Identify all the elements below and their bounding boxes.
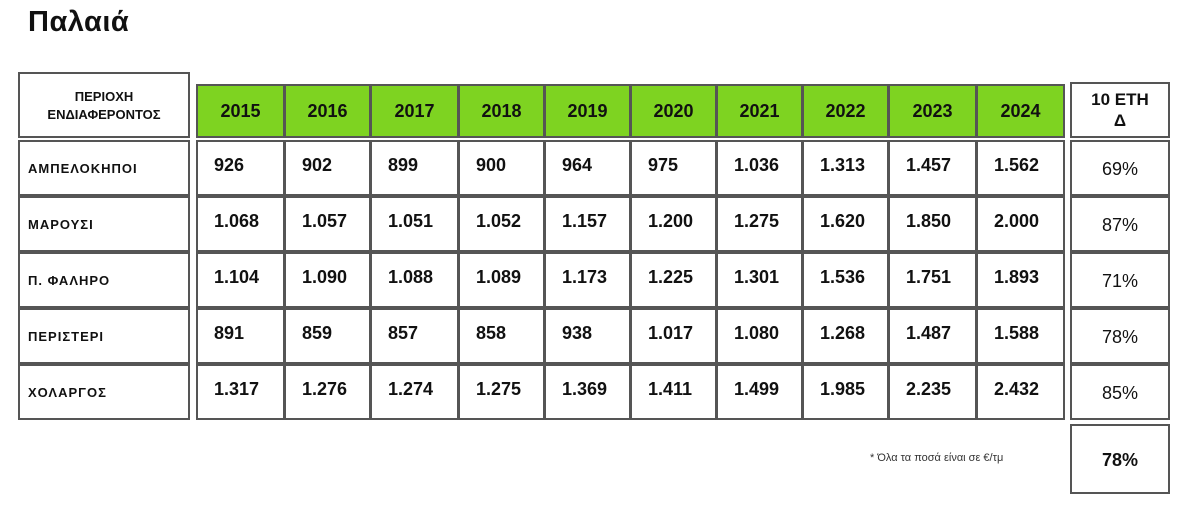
area-label: ΑΜΠΕΛΟΚΗΠΟΙ — [18, 140, 190, 196]
price-cell: 857 — [370, 308, 459, 364]
price-cell: 1.562 — [976, 140, 1065, 196]
price-cell: 1.268 — [802, 308, 889, 364]
price-cell: 2.235 — [888, 364, 977, 420]
year-header-6: 2021 — [716, 84, 803, 138]
price-cell: 1.893 — [976, 252, 1065, 308]
price-cell: 1.036 — [716, 140, 803, 196]
price-cell: 975 — [630, 140, 717, 196]
change-column-header: 10 ΕΤΗ Δ — [1070, 82, 1170, 138]
year-header-4: 2019 — [544, 84, 631, 138]
price-cell: 1.274 — [370, 364, 459, 420]
area-label: ΧΟΛΑΡΓΟΣ — [18, 364, 190, 420]
price-cell: 859 — [284, 308, 371, 364]
change-percent-cell: 87% — [1070, 196, 1170, 252]
year-header-9: 2024 — [976, 84, 1065, 138]
average-change-cell: 78% — [1070, 424, 1170, 494]
year-header-1: 2016 — [284, 84, 371, 138]
price-cell: 1.057 — [284, 196, 371, 252]
price-cell: 858 — [458, 308, 545, 364]
price-cell: 1.536 — [802, 252, 889, 308]
price-cell: 1.276 — [284, 364, 371, 420]
area-label: Π. ΦΑΛΗΡΟ — [18, 252, 190, 308]
price-cell: 1.068 — [196, 196, 285, 252]
area-label: ΠΕΡΙΣΤΕΡΙ — [18, 308, 190, 364]
price-cell: 902 — [284, 140, 371, 196]
price-cell: 1.157 — [544, 196, 631, 252]
price-cell: 1.487 — [888, 308, 977, 364]
price-cell: 1.200 — [630, 196, 717, 252]
price-cell: 1.313 — [802, 140, 889, 196]
price-cell: 1.088 — [370, 252, 459, 308]
price-cell: 1.275 — [458, 364, 545, 420]
area-column-header: ΠΕΡΙΟΧΗ ΕΝΔΙΑΦΕΡΟΝΤΟΣ — [18, 72, 190, 138]
price-cell: 938 — [544, 308, 631, 364]
price-cell: 1.850 — [888, 196, 977, 252]
page-title: Παλαιά — [28, 6, 130, 38]
year-header-8: 2023 — [888, 84, 977, 138]
year-header-0: 2015 — [196, 84, 285, 138]
price-cell: 1.457 — [888, 140, 977, 196]
year-header-3: 2018 — [458, 84, 545, 138]
price-cell: 1.104 — [196, 252, 285, 308]
price-cell: 1.369 — [544, 364, 631, 420]
price-cell: 2.000 — [976, 196, 1065, 252]
price-cell: 1.090 — [284, 252, 371, 308]
price-cell: 1.411 — [630, 364, 717, 420]
change-percent-cell: 78% — [1070, 308, 1170, 364]
price-cell: 1.080 — [716, 308, 803, 364]
price-cell: 899 — [370, 140, 459, 196]
price-cell: 1.052 — [458, 196, 545, 252]
price-cell: 2.432 — [976, 364, 1065, 420]
price-cell: 1.017 — [630, 308, 717, 364]
price-cell: 1.275 — [716, 196, 803, 252]
price-cell: 1.985 — [802, 364, 889, 420]
area-label: ΜΑΡΟΥΣΙ — [18, 196, 190, 252]
price-cell: 1.588 — [976, 308, 1065, 364]
price-cell: 1.317 — [196, 364, 285, 420]
year-header-5: 2020 — [630, 84, 717, 138]
price-cell: 1.620 — [802, 196, 889, 252]
price-cell: 1.751 — [888, 252, 977, 308]
price-cell: 900 — [458, 140, 545, 196]
price-cell: 1.499 — [716, 364, 803, 420]
price-cell: 964 — [544, 140, 631, 196]
price-cell: 1.301 — [716, 252, 803, 308]
price-cell: 891 — [196, 308, 285, 364]
change-percent-cell: 71% — [1070, 252, 1170, 308]
year-header-7: 2022 — [802, 84, 889, 138]
price-cell: 1.051 — [370, 196, 459, 252]
price-cell: 926 — [196, 140, 285, 196]
price-cell: 1.225 — [630, 252, 717, 308]
year-header-2: 2017 — [370, 84, 459, 138]
change-percent-cell: 69% — [1070, 140, 1170, 196]
price-cell: 1.089 — [458, 252, 545, 308]
change-percent-cell: 85% — [1070, 364, 1170, 420]
units-footnote: * Όλα τα ποσά είναι σε €/τμ — [870, 452, 1004, 464]
price-cell: 1.173 — [544, 252, 631, 308]
